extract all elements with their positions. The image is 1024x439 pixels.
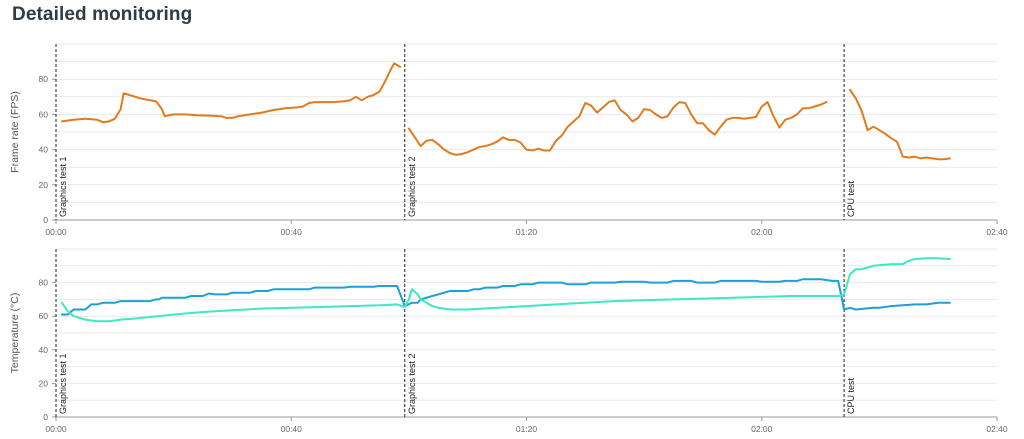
chart-temperature-x-tick-label: 00:40 (281, 424, 303, 434)
chart-temperature-y-tick-label: 0 (43, 412, 48, 422)
chart-temperature-x-tick-label: 01:20 (516, 424, 538, 434)
chart-fps-y-tick-label: 40 (39, 145, 49, 155)
temperature-chart: 0 20 40 60 80 00:00 00:40 01:20 02:00 02:40 Temper… (9, 248, 1008, 434)
chart-fps-phase-marker-label: CPU test (846, 180, 856, 217)
chart-fps-x-tick-label: 02:40 (986, 227, 1008, 237)
fps-chart: 0 20 40 60 80 00:00 00:40 01:20 02:00 02:40 Frame … (9, 43, 1008, 237)
chart-fps-x-tick-label: 02:00 (751, 227, 773, 237)
chart-temperature-y-tick-label: 40 (39, 345, 49, 355)
chart-fps-phase-marker-label: Graphics test 1 (58, 156, 68, 217)
chart-temperature-y-axis-label: Temperature (°C) (9, 293, 21, 374)
chart-temperature-phase-marker-label: CPU test (846, 377, 856, 414)
chart-temperature-x-tick-label: 02:00 (751, 424, 773, 434)
chart-fps-y-tick-label: 20 (39, 180, 49, 190)
chart-fps-x-tick-label: 00:00 (45, 227, 67, 237)
chart-fps-phase-marker-label: Graphics test 2 (407, 156, 417, 217)
chart-fps-y-tick-label: 0 (43, 215, 48, 225)
chart-temperature-x-tick-label: 00:00 (45, 424, 67, 434)
chart-temperature-phase-marker-label: Graphics test 2 (407, 353, 417, 414)
chart-fps-series-line (60, 62, 402, 124)
chart-fps-series-line (849, 88, 951, 161)
chart-temperature-x-tick-label: 02:40 (986, 424, 1008, 434)
chart-fps-series-line (407, 99, 828, 156)
chart-temperature-y-tick-label: 80 (39, 278, 49, 288)
chart-fps-x-tick-label: 00:40 (281, 227, 303, 237)
chart-fps-x-tick-label: 01:20 (516, 227, 538, 237)
chart-fps-y-tick-label: 60 (39, 109, 49, 119)
page-title: Detailed monitoring (12, 4, 193, 25)
chart-temperature-series-line (60, 278, 951, 316)
chart-temperature-phase-marker-label: Graphics test 1 (58, 353, 68, 414)
chart-temperature-series-line (60, 257, 951, 323)
chart-temperature-y-tick-label: 60 (39, 311, 49, 321)
chart-temperature-y-tick-label: 20 (39, 378, 49, 388)
chart-fps-y-tick-label: 80 (39, 74, 49, 84)
chart-fps-y-axis-label: Frame rate (FPS) (9, 91, 21, 173)
